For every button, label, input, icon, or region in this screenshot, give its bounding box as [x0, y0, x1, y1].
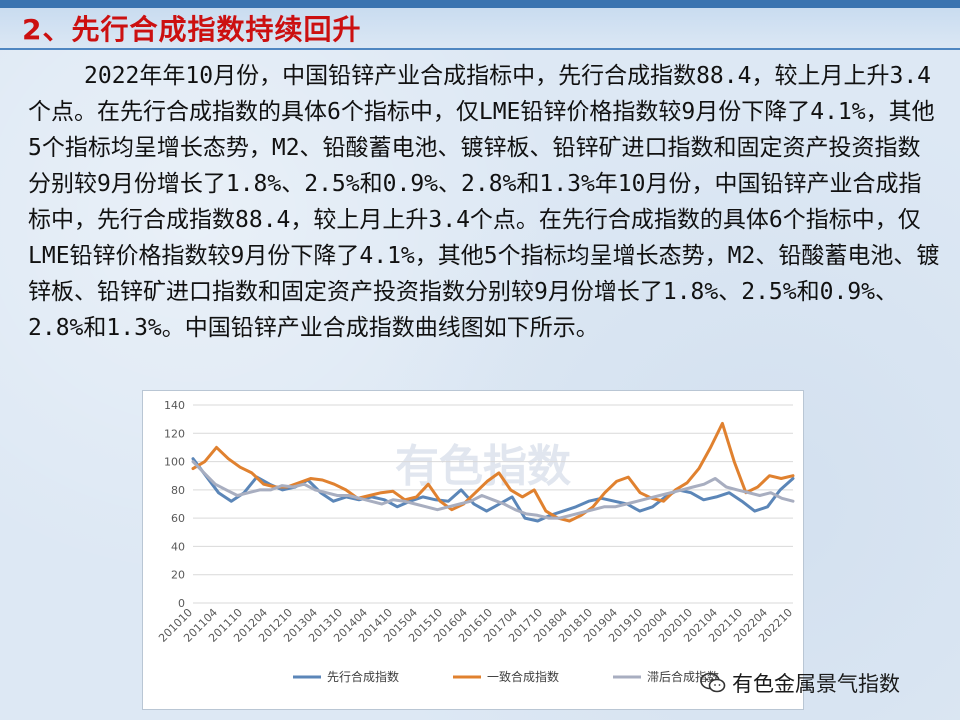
y-tick-label: 20: [171, 569, 185, 582]
footer-brand-label: 有色金属景气指数: [732, 672, 900, 696]
slide-title: 2、先行合成指数持续回升: [22, 13, 362, 46]
line-chart: 有色指数020406080100120140201010201104201110…: [156, 399, 795, 684]
y-tick-label: 100: [164, 456, 185, 469]
y-tick-label: 40: [171, 540, 185, 553]
body-paragraph: 2022年年10月份，中国铅锌产业合成指标中，先行合成指数88.4，较上月上升3…: [28, 63, 940, 341]
y-tick-label: 80: [171, 484, 185, 497]
legend-label: 先行合成指数: [327, 669, 399, 684]
y-tick-label: 120: [164, 427, 185, 440]
title-band: [0, 8, 960, 48]
y-tick-label: 60: [171, 512, 185, 525]
wechat-icon: [700, 672, 726, 693]
legend-label: 一致合成指数: [487, 669, 559, 684]
series-line-2: [191, 421, 795, 523]
chart-container: 有色指数 0 20 40 60 80 100 120 140 201010 201104 201110…: [142, 390, 804, 710]
footer-brand: 有色金属景气指数: [700, 668, 900, 698]
series-line-3: [191, 460, 795, 520]
y-tick-label: 140: [164, 399, 185, 412]
top-accent-strip: [0, 0, 960, 8]
y-tick-label: 0: [178, 597, 185, 610]
title-divider: [0, 48, 960, 50]
